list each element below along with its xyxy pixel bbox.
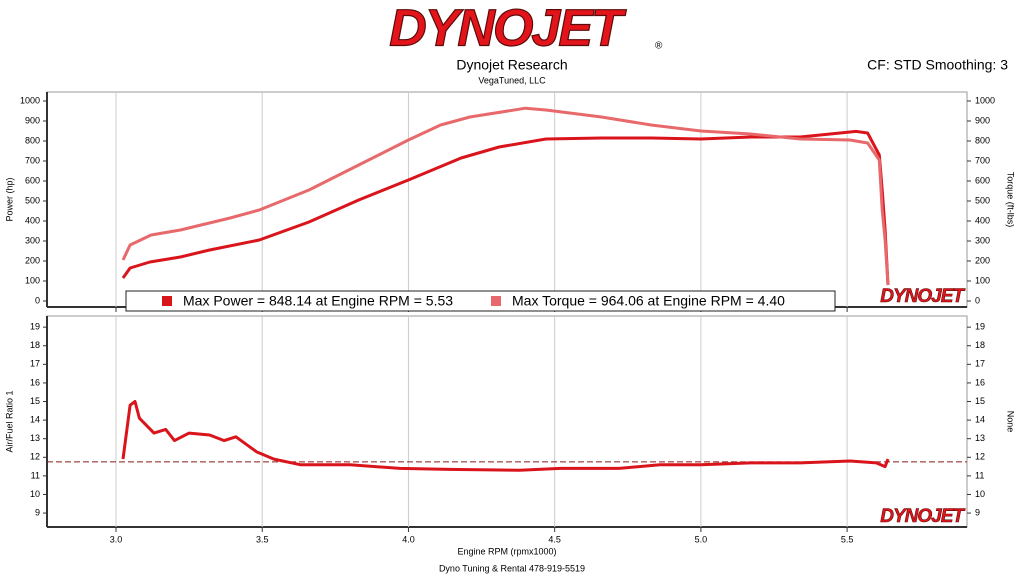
y-tick-label: 15	[30, 396, 40, 406]
legend-label: Max Power = 848.14 at Engine RPM = 5.53	[183, 293, 453, 309]
logo: DYNOJET	[389, 0, 627, 58]
y-tick-label: 700	[25, 155, 40, 165]
y2-tick-label: 500	[975, 195, 990, 205]
y2-axis-title: Torque (ft-lbs)	[1006, 172, 1016, 228]
y2-tick-label: 1000	[975, 95, 995, 105]
y-tick-label: 18	[30, 340, 40, 350]
x-tick-label: 3.0	[110, 534, 123, 544]
y2-tick-label: 14	[975, 414, 985, 424]
x-axis-title: Engine RPM (rpmx1000)	[457, 546, 556, 556]
y2-tick-label: 15	[975, 396, 985, 406]
y2-tick-label: 12	[975, 452, 985, 462]
series-line	[121, 106, 890, 286]
x-tick-label: 4.5	[548, 534, 561, 544]
y-tick-label: 800	[25, 135, 40, 145]
y2-tick-label: 800	[975, 135, 990, 145]
y2-tick-label: 10	[975, 489, 985, 499]
y-axis-title: Air/Fuel Ratio 1	[4, 390, 14, 452]
y2-tick-label: 17	[975, 359, 985, 369]
watermark: DYNOJET	[880, 286, 965, 307]
subtitle: VegaTuned, LLC	[478, 75, 546, 85]
legend-swatch	[491, 296, 501, 306]
y-tick-label: 9	[35, 507, 40, 517]
y2-tick-label: 19	[975, 322, 985, 332]
y-tick-label: 14	[30, 414, 40, 424]
y-tick-label: 19	[30, 322, 40, 332]
y2-tick-label: 700	[975, 155, 990, 165]
y-tick-label: 17	[30, 359, 40, 369]
legend-box	[125, 290, 836, 312]
y2-tick-label: 200	[975, 255, 990, 265]
y-tick-label: 0	[35, 295, 40, 305]
y-tick-label: 11	[31, 470, 40, 480]
x-tick-label: 4.0	[402, 534, 415, 544]
y2-tick-label: 300	[975, 235, 990, 245]
y-tick-label: 900	[25, 115, 40, 125]
y2-tick-label: 900	[975, 115, 990, 125]
y2-tick-label: 13	[975, 433, 985, 443]
series-line	[121, 400, 890, 472]
y2-axis-title: None	[1006, 411, 1016, 433]
y-tick-label: 600	[25, 175, 40, 185]
y2-tick-label: 16	[975, 377, 985, 387]
y2-tick-label: 11	[975, 470, 984, 480]
series-line	[121, 129, 890, 286]
y2-tick-label: 600	[975, 175, 990, 185]
y-tick-label: 500	[25, 195, 40, 205]
y-tick-label: 400	[25, 215, 40, 225]
settings: CF: STD Smoothing: 3	[867, 57, 1008, 73]
x-tick-label: 3.5	[256, 534, 269, 544]
x-tick-label: 5.5	[841, 534, 854, 544]
logo-mark: ®	[655, 41, 663, 52]
y-tick-label: 13	[30, 433, 40, 443]
legend-label: Max Torque = 964.06 at Engine RPM = 4.40	[512, 293, 785, 309]
y-tick-label: 200	[25, 255, 40, 265]
y2-tick-label: 0	[975, 295, 980, 305]
y2-tick-label: 400	[975, 215, 990, 225]
y-tick-label: 1000	[20, 95, 40, 105]
y-tick-label: 100	[25, 275, 40, 285]
y-tick-label: 12	[30, 452, 40, 462]
legend-swatch	[162, 296, 172, 306]
watermark: DYNOJET	[880, 506, 965, 527]
footer: Dyno Tuning & Rental 478-919-5519	[439, 563, 585, 573]
plot-area	[46, 315, 968, 528]
y-axis-title: Power (hp)	[4, 177, 14, 221]
plot-area	[46, 91, 968, 308]
y2-tick-label: 100	[975, 275, 990, 285]
y2-tick-label: 9	[975, 507, 980, 517]
y-tick-label: 300	[25, 235, 40, 245]
y-tick-label: 16	[30, 377, 40, 387]
y-tick-label: 10	[30, 489, 40, 499]
title: Dynojet Research	[456, 57, 567, 73]
x-tick-label: 5.0	[695, 534, 708, 544]
y2-tick-label: 18	[975, 340, 985, 350]
